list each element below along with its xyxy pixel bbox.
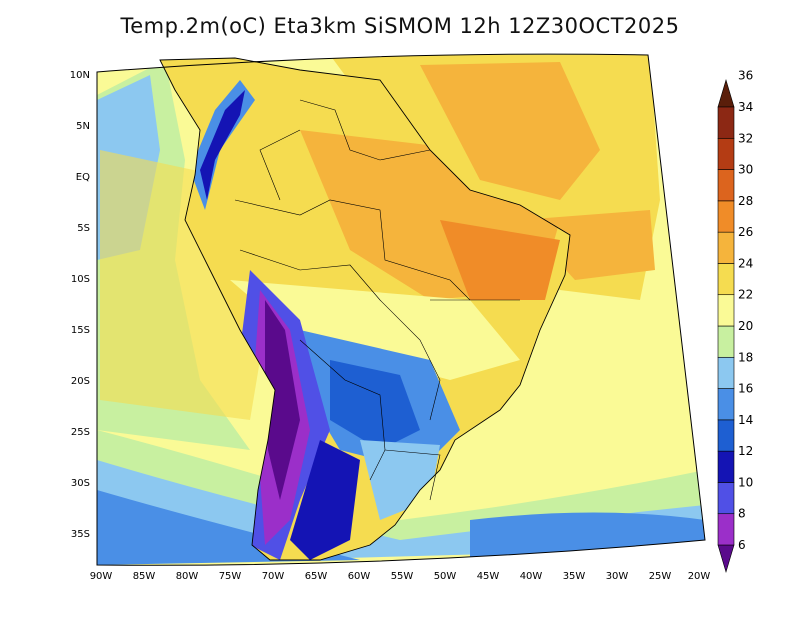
colorbar-swatch bbox=[717, 106, 735, 139]
colorbar-label: 8 bbox=[738, 507, 746, 521]
lat-label: 10N bbox=[70, 70, 90, 81]
lon-label: 20W bbox=[688, 571, 711, 582]
longitude-axis: 90W 85W 80W 75W 70W 65W 60W 55W 50W 45W … bbox=[90, 571, 711, 582]
lat-label: 10S bbox=[71, 274, 90, 285]
colorbar-label: 16 bbox=[738, 382, 753, 396]
colorbar-max-triangle bbox=[717, 78, 735, 108]
colorbar-label: 18 bbox=[738, 350, 753, 364]
colorbar-label: 34 bbox=[738, 100, 753, 114]
colorbar-label: 24 bbox=[738, 256, 753, 270]
country-borders bbox=[234, 99, 520, 501]
colorbar-label: 6 bbox=[738, 538, 746, 552]
coastline bbox=[159, 57, 571, 561]
lon-label: 65W bbox=[305, 571, 328, 582]
colorbar-swatch bbox=[717, 513, 735, 546]
colorbar-swatch bbox=[717, 419, 735, 452]
lat-label: 5N bbox=[76, 121, 90, 132]
colorbar-swatch bbox=[717, 450, 735, 483]
colorbar-swatch bbox=[717, 231, 735, 264]
lon-label: 50W bbox=[434, 571, 457, 582]
lon-label: 70W bbox=[262, 571, 285, 582]
lon-label: 40W bbox=[520, 571, 543, 582]
colorbar-swatch bbox=[717, 200, 735, 233]
map-frame bbox=[96, 53, 706, 566]
lat-label: EQ bbox=[76, 172, 90, 183]
colorbar-label: 22 bbox=[738, 288, 753, 302]
colorbar-label: 36 bbox=[738, 69, 753, 83]
lon-label: 85W bbox=[133, 571, 156, 582]
lon-label: 45W bbox=[477, 571, 500, 582]
lon-label: 75W bbox=[219, 571, 242, 582]
colorbar-label: 26 bbox=[738, 225, 753, 239]
colorbar-swatch bbox=[717, 294, 735, 327]
colorbar-swatch bbox=[717, 388, 735, 421]
lat-label: 20S bbox=[71, 376, 90, 387]
lat-label: 5S bbox=[77, 223, 90, 234]
colorbar-min-triangle bbox=[717, 544, 735, 574]
lon-label: 30W bbox=[606, 571, 629, 582]
colorbar-label: 14 bbox=[738, 413, 753, 427]
lon-label: 25W bbox=[649, 571, 672, 582]
colorbar-swatch bbox=[717, 325, 735, 358]
colorbar-swatch bbox=[717, 482, 735, 515]
lat-label: 35S bbox=[71, 529, 90, 540]
colorbar: 6 8 10 12 14 16 18 20 22 24 26 28 30 32 34 36 bbox=[717, 69, 753, 574]
lon-label: 80W bbox=[176, 571, 199, 582]
lon-label: 55W bbox=[391, 571, 414, 582]
colorbar-label: 32 bbox=[738, 131, 753, 145]
lat-label: 30S bbox=[71, 478, 90, 489]
lat-label: 25S bbox=[71, 427, 90, 438]
colorbar-label: 28 bbox=[738, 194, 753, 208]
colorbar-swatch bbox=[717, 137, 735, 170]
colorbar-swatch bbox=[717, 169, 735, 202]
latitude-axis: 10N 5N EQ 5S 10S 15S 20S 25S 30S 35S bbox=[70, 70, 90, 540]
lon-label: 60W bbox=[348, 571, 371, 582]
lon-label: 35W bbox=[563, 571, 586, 582]
colorbar-label: 20 bbox=[738, 319, 753, 333]
lon-label: 90W bbox=[90, 571, 113, 582]
colorbar-label: 12 bbox=[738, 444, 753, 458]
colorbar-swatch bbox=[717, 356, 735, 389]
map-title: Temp.2m(oC) Eta3km SiSMOM 12h 12Z30OCT20… bbox=[120, 14, 680, 38]
colorbar-swatch bbox=[717, 263, 735, 296]
lat-label: 15S bbox=[71, 325, 90, 336]
colorbar-label: 30 bbox=[738, 163, 753, 177]
colorbar-label: 10 bbox=[738, 475, 753, 489]
